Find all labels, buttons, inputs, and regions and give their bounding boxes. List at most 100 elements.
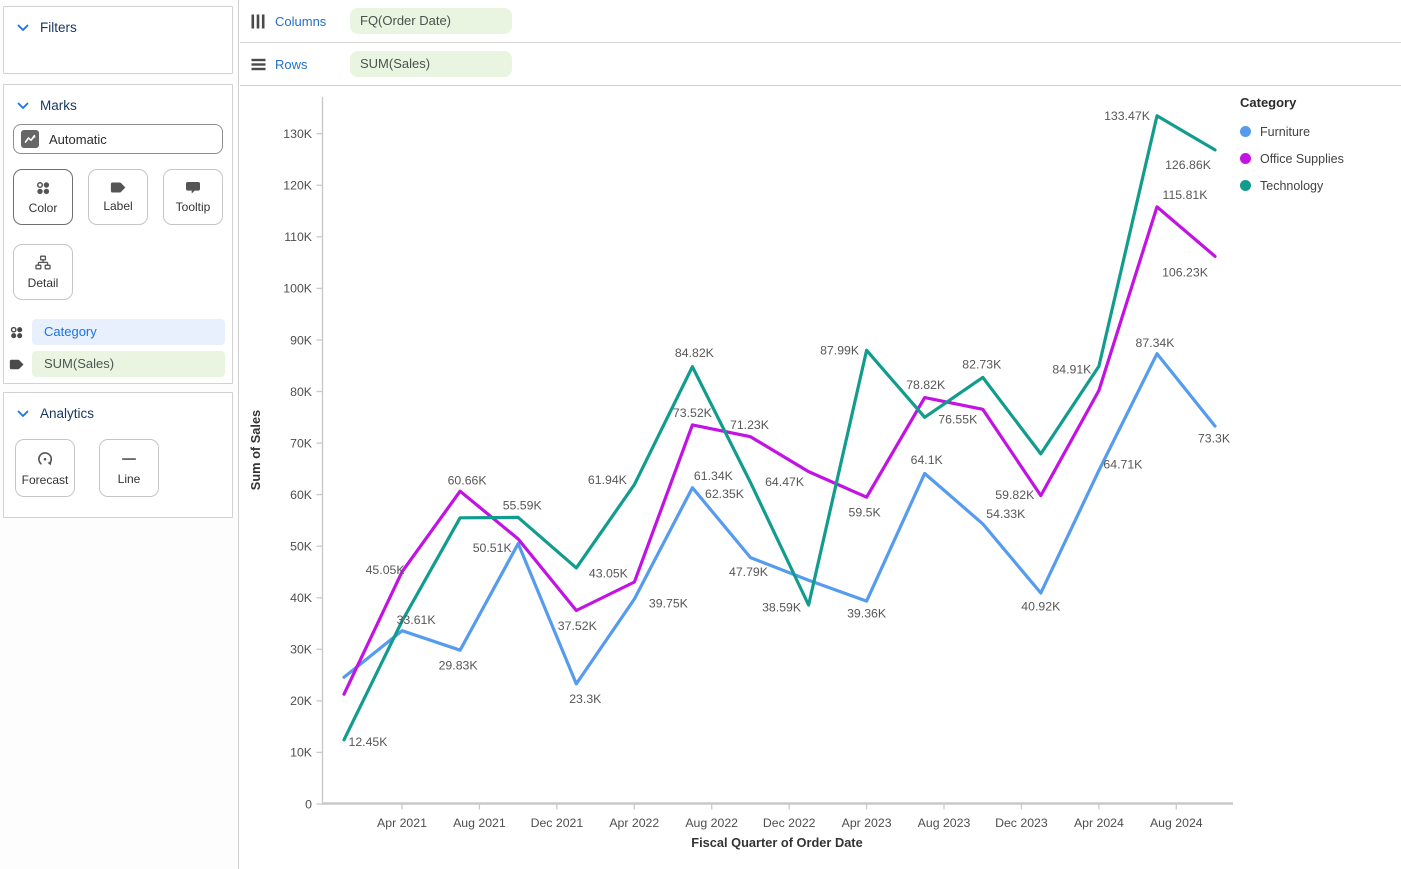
data-label-furniture: 40.92K xyxy=(1021,599,1061,613)
y-tick-label: 40K xyxy=(290,591,313,605)
furniture-swatch-icon xyxy=(1240,126,1251,137)
legend-item-furniture[interactable]: Furniture xyxy=(1240,118,1390,145)
mark-buttons-row: Color Label Tooltip xyxy=(13,169,223,225)
line-chart[interactable]: 0 10K 20K 30K 40K 50K 60K 70K 80K 90K 100K 110K 120K… xyxy=(240,87,1401,869)
data-label-furniture: 39.36K xyxy=(847,606,887,620)
detail-button-label: Detail xyxy=(27,275,59,290)
data-label-technology: 12.45K xyxy=(349,735,389,749)
x-tick-label: Dec 2021 xyxy=(531,816,584,830)
forecast-button-label: Forecast xyxy=(21,472,69,487)
sum-sales-pill[interactable]: SUM(Sales) xyxy=(32,351,225,377)
x-tick-label: Aug 2022 xyxy=(685,816,738,830)
automatic-sparkline-icon xyxy=(21,130,39,148)
data-label-furniture: 47.79K xyxy=(729,565,769,579)
detail-row: Detail xyxy=(13,244,223,300)
data-label-furniture: 73.3K xyxy=(1198,431,1231,445)
series-line-technology[interactable] xyxy=(342,114,1217,742)
mark-type-value: Automatic xyxy=(49,131,107,147)
data-label-office-supplies: 43.05K xyxy=(589,566,629,580)
columns-shelf-label: Columns xyxy=(275,13,327,29)
color-button[interactable]: Color xyxy=(13,169,73,225)
data-label-technology: 84.82K xyxy=(675,346,715,360)
marks-title: Marks xyxy=(40,98,77,113)
chevron-down-icon xyxy=(17,24,29,32)
data-label-office-supplies: 64.47K xyxy=(765,475,805,489)
data-label-technology: 84.91K xyxy=(1052,363,1092,377)
y-axis-title: Sum of Sales xyxy=(248,410,263,490)
data-label-furniture: 50.51K xyxy=(473,541,513,555)
legend-title: Category xyxy=(1240,95,1297,110)
chevron-down-icon xyxy=(17,410,29,418)
data-label-office-supplies: 115.81K xyxy=(1163,188,1209,202)
data-label-office-supplies: 78.82K xyxy=(906,378,946,392)
data-label-furniture: 29.83K xyxy=(439,659,479,673)
mark-type-dropdown[interactable]: Automatic xyxy=(13,124,223,154)
rows-bars-icon xyxy=(251,58,266,71)
y-tick-label: 30K xyxy=(290,643,313,657)
forecast-icon xyxy=(36,450,54,468)
color-dots-icon xyxy=(9,325,26,340)
y-tick-label: 70K xyxy=(290,436,313,450)
category-legend: Category Furniture Office Supplies Techn… xyxy=(1240,95,1390,199)
x-tick-label: Apr 2022 xyxy=(609,816,659,830)
data-label-technology: 55.59K xyxy=(503,499,543,513)
y-tick-label: 60K xyxy=(290,488,313,502)
y-tick-label: 80K xyxy=(290,385,313,399)
left-sidebar: Filters Marks Automatic xyxy=(0,0,239,869)
legend-item-technology[interactable]: Technology xyxy=(1240,172,1390,199)
y-tick-label: 130K xyxy=(283,127,313,141)
data-label-furniture: 23.3K xyxy=(569,692,602,706)
data-label-office-supplies: 60.66K xyxy=(448,474,488,488)
data-label-office-supplies: 59.5K xyxy=(849,506,882,520)
color-dots-icon xyxy=(35,180,51,196)
x-tick-label: Apr 2023 xyxy=(842,816,892,830)
line-icon xyxy=(121,451,137,467)
label-tag-icon xyxy=(110,181,127,194)
filters-header[interactable]: Filters xyxy=(4,7,232,35)
detail-button[interactable]: Detail xyxy=(13,244,73,300)
x-tick-label: Apr 2021 xyxy=(377,816,427,830)
label-tag-icon xyxy=(9,358,26,371)
y-tick-label: 50K xyxy=(290,540,313,554)
rows-field-pill[interactable]: SUM(Sales) xyxy=(350,51,512,77)
line-button[interactable]: Line xyxy=(99,439,159,497)
main-area: Columns FQ(Order Date) Rows SUM(Sales) 0… xyxy=(240,0,1401,869)
x-tick-label: Aug 2024 xyxy=(1150,816,1203,830)
x-tick-label: Aug 2021 xyxy=(453,816,506,830)
columns-field-pill[interactable]: FQ(Order Date) xyxy=(350,8,512,34)
data-label-office-supplies: 37.52K xyxy=(558,619,598,633)
rows-shelf-label: Rows xyxy=(275,56,308,72)
data-label-furniture: 61.34K xyxy=(694,469,734,483)
series-line-office-supplies[interactable] xyxy=(342,205,1217,696)
label-pill-row: SUM(Sales) xyxy=(9,351,225,377)
series-line-furniture[interactable] xyxy=(342,352,1217,686)
data-label-furniture: 87.34K xyxy=(1136,336,1176,350)
rows-shelf: Rows SUM(Sales) xyxy=(240,43,1401,86)
y-tick-label: 10K xyxy=(290,746,313,760)
y-tick-label: 120K xyxy=(283,179,313,193)
marks-header[interactable]: Marks xyxy=(4,85,232,113)
y-tick-label: 90K xyxy=(290,333,313,347)
tooltip-button[interactable]: Tooltip xyxy=(163,169,223,225)
x-tick-label: Aug 2023 xyxy=(918,816,971,830)
y-tick-label: 20K xyxy=(290,694,313,708)
data-label-technology: 61.94K xyxy=(588,473,628,487)
tooltip-bubble-icon xyxy=(185,181,201,195)
category-pill[interactable]: Category xyxy=(32,319,225,345)
analytics-title: Analytics xyxy=(40,406,95,421)
data-label-technology: 126.86K xyxy=(1165,158,1212,172)
office-supplies-swatch-icon xyxy=(1240,153,1251,164)
tooltip-button-label: Tooltip xyxy=(175,199,211,214)
analytics-header[interactable]: Analytics xyxy=(4,393,232,421)
label-button-label: Label xyxy=(103,199,133,213)
legend-item-office-supplies[interactable]: Office Supplies xyxy=(1240,145,1390,172)
data-label-technology: 62.35K xyxy=(705,487,745,501)
data-label-furniture: 54.33K xyxy=(986,507,1026,521)
color-pill-row: Category xyxy=(9,319,225,345)
forecast-button[interactable]: Forecast xyxy=(15,439,75,497)
label-button[interactable]: Label xyxy=(88,169,148,225)
color-button-label: Color xyxy=(28,200,58,215)
analytics-panel: Analytics Forecast Line xyxy=(3,392,233,518)
filters-title: Filters xyxy=(40,20,77,35)
detail-hierarchy-icon xyxy=(35,255,51,271)
